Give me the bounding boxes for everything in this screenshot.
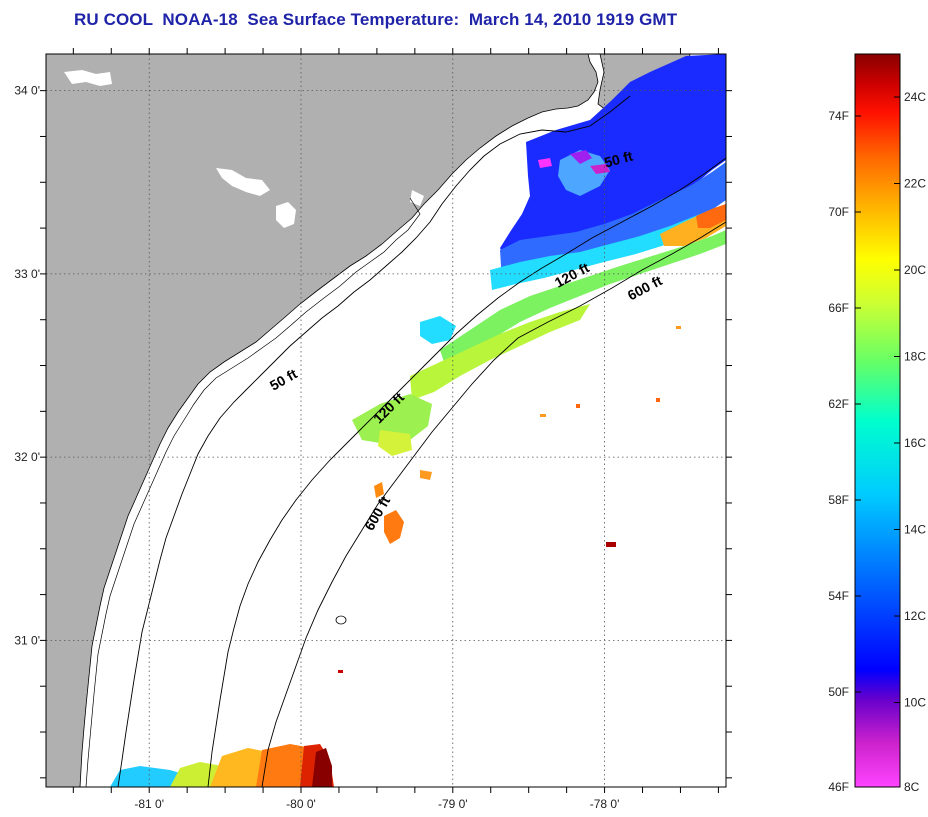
map-frame	[45, 53, 727, 788]
seamount-contour	[335, 615, 347, 625]
lon-tick-label: -80 0'	[286, 797, 316, 811]
lon-tick-label: -79 0'	[438, 797, 468, 811]
lat-tick-label: 33 0'	[14, 267, 40, 281]
land-mass	[46, 54, 599, 787]
gridlines	[46, 54, 726, 787]
longitude-labels: -81 0' -80 0' -79 0' -78 0'	[134, 797, 619, 811]
axis-ticks	[40, 48, 732, 793]
colorbar-c-label: 18C	[904, 350, 926, 364]
colorbar-ticks	[855, 96, 900, 788]
colorbar-gradient	[854, 53, 901, 788]
colorbar-c-label: 12C	[904, 609, 926, 623]
colorbar-c-label: 24C	[904, 90, 926, 104]
depth-contour-label: 50 ft	[602, 148, 634, 171]
contour-50ft	[117, 95, 631, 787]
lat-tick-label: 32 0'	[14, 450, 40, 464]
coastline-detail	[85, 197, 421, 787]
colorbar-f-label: 66F	[828, 301, 849, 315]
inland-water	[64, 70, 424, 228]
contour-120ft	[207, 157, 726, 787]
colorbar-c-label: 10C	[904, 696, 926, 710]
colorbar-c-label: 14C	[904, 523, 926, 537]
colorbar: 74F 70F 66F 62F 58F 54F 50F 46F 24C 22C 20C 18C 16C…	[828, 53, 926, 794]
colorbar-c-label: 22C	[904, 177, 926, 191]
colorbar-celsius-labels: 24C 22C 20C 18C 16C 14C 12C 10C 8C	[904, 90, 926, 794]
colorbar-f-label: 70F	[828, 205, 849, 219]
lon-tick-label: -78 0'	[590, 797, 620, 811]
lat-tick-label: 34 0'	[14, 84, 40, 98]
colorbar-c-label: 16C	[904, 436, 926, 450]
colorbar-fahrenheit-labels: 74F 70F 66F 62F 58F 54F 50F 46F	[828, 109, 849, 794]
map-title: RU COOL NOAA-18 Sea Surface Temperature:…	[74, 10, 678, 29]
colorbar-f-label: 62F	[828, 397, 849, 411]
latitude-labels: 34 0' 33 0' 32 0' 31 0'	[14, 84, 40, 648]
colorbar-c-label: 20C	[904, 263, 926, 277]
lon-tick-label: -81 0'	[134, 797, 164, 811]
colorbar-f-label: 74F	[828, 109, 849, 123]
colorbar-c-label: 8C	[904, 780, 920, 794]
colorbar-f-label: 46F	[828, 780, 849, 794]
colorbar-f-label: 54F	[828, 589, 849, 603]
contour-600ft	[261, 221, 726, 787]
colorbar-f-label: 58F	[828, 493, 849, 507]
sst-data	[110, 54, 726, 787]
colorbar-f-label: 50F	[828, 685, 849, 699]
lat-tick-label: 31 0'	[14, 633, 40, 647]
